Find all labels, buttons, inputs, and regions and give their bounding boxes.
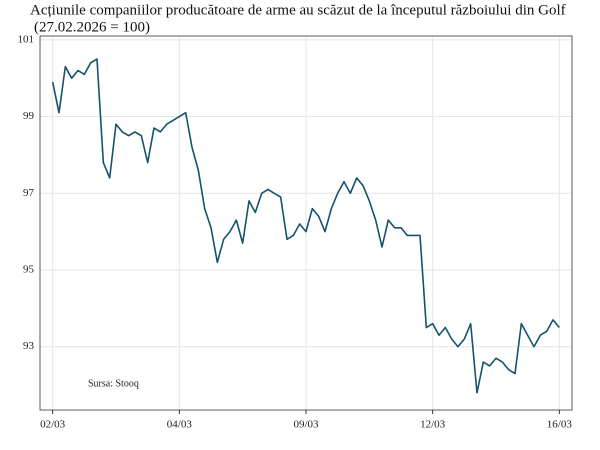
x-tick-label: 09/03: [293, 419, 319, 431]
data-line: [51, 58, 560, 394]
chart-title: Acțiunile companiilor producătoare de ar…: [30, 2, 566, 18]
y-tick-label: 95: [23, 264, 35, 276]
x-tick-label: 12/03: [420, 419, 446, 431]
y-tick-label: 97: [23, 187, 35, 199]
x-tick-label: 16/03: [547, 419, 573, 431]
chart-subtitle: (27.02.2026 = 100): [34, 19, 150, 35]
x-tick-label: 04/03: [167, 419, 193, 431]
y-tick-label: 99: [23, 110, 35, 122]
y-tick-label: 93: [23, 340, 35, 352]
x-tick-label: 02/03: [40, 419, 66, 431]
y-tick-label: 101: [18, 33, 35, 45]
source-note: Sursa: Stooq: [88, 378, 139, 389]
